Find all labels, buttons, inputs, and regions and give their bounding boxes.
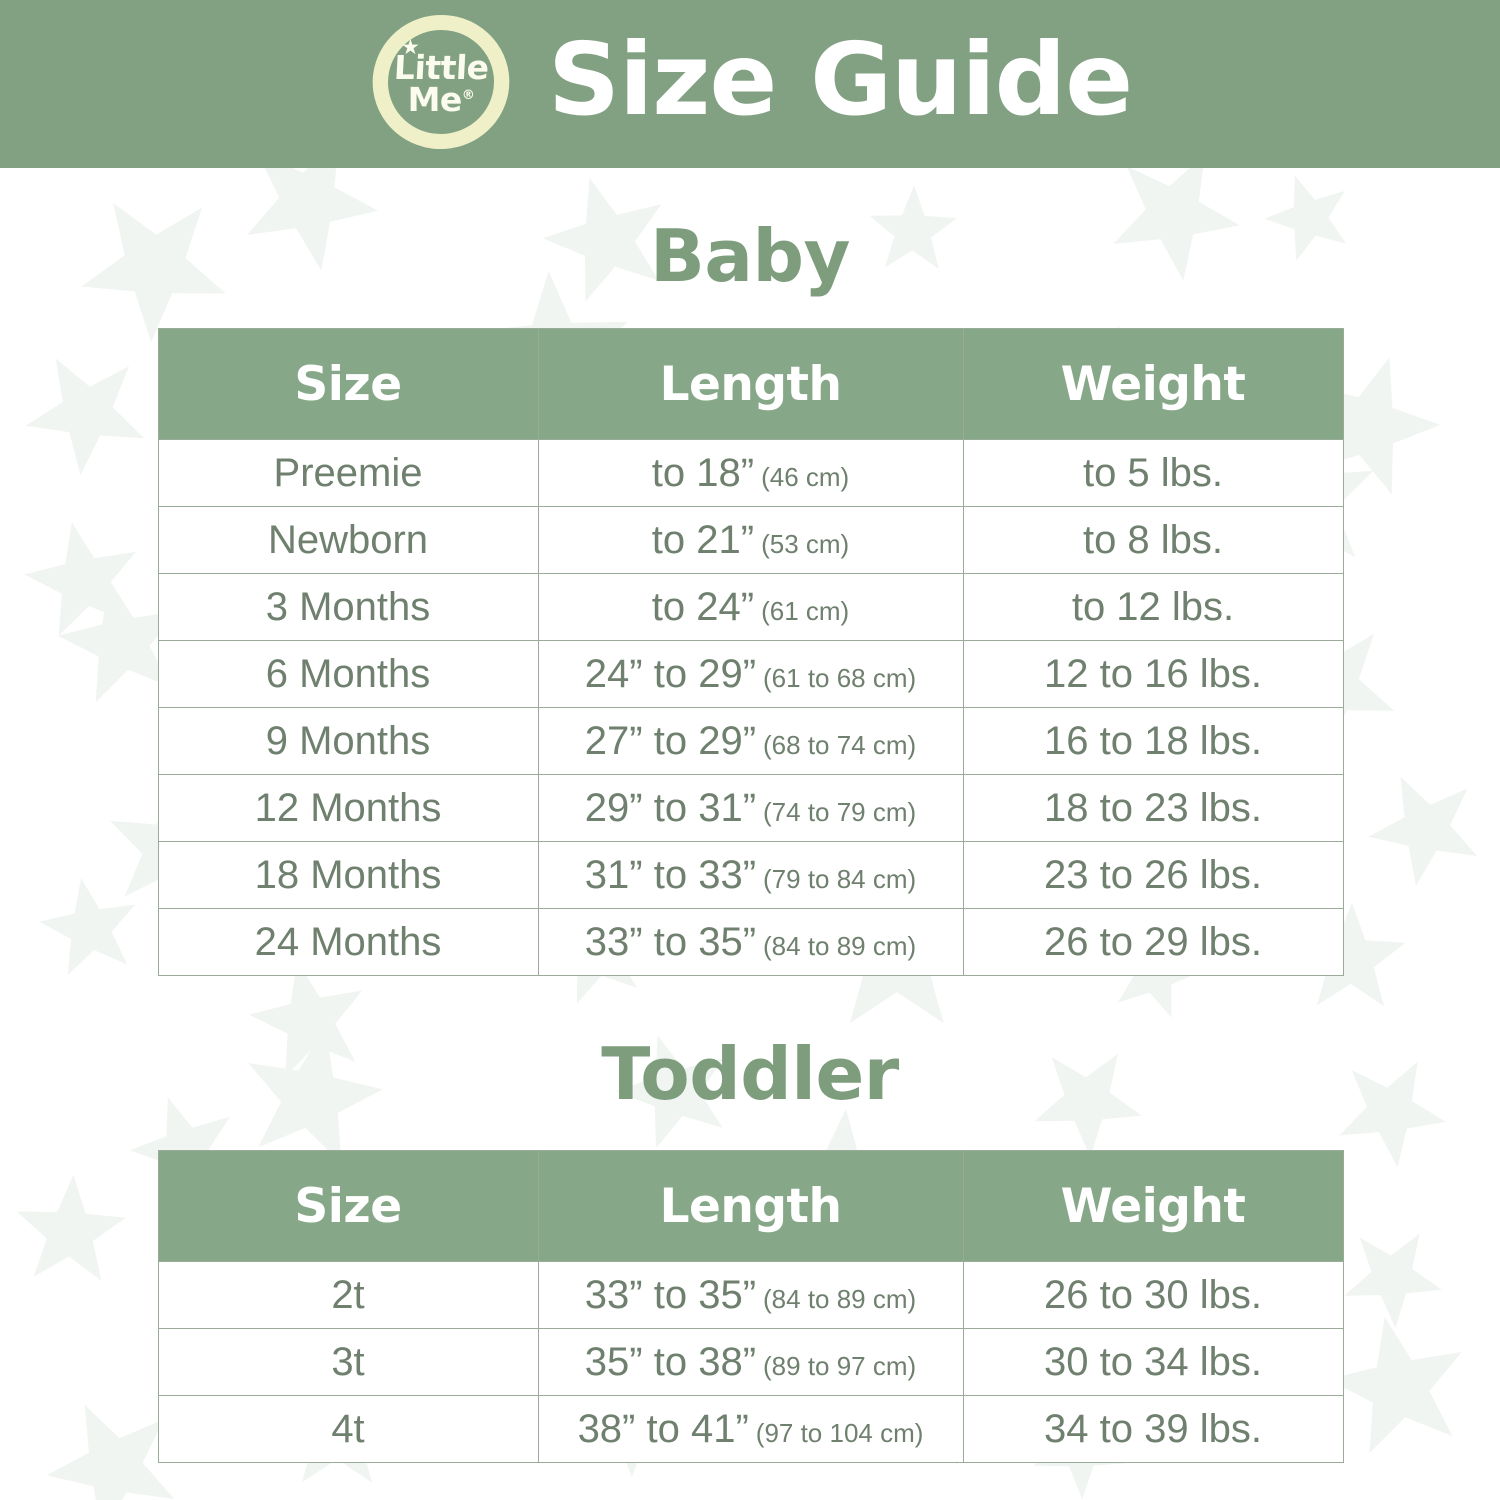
length-centimeters: (84 to 89 cm)	[763, 1283, 917, 1314]
length-inches: to 18”	[651, 450, 755, 495]
baby-table-head: Size Length Weight	[157, 328, 1344, 440]
length-centimeters: (74 to 79 cm)	[763, 796, 917, 827]
length-inches: 29” to 31”	[584, 785, 757, 830]
cell-length: to 18” (46 cm)	[537, 439, 964, 507]
table-row: 18 Months 31” to 33” (79 to 84 cm) 23 to 26…	[157, 841, 1344, 909]
cell-size: 24 Months	[157, 908, 539, 976]
baby-size-table: Size Length Weight Preemie to 18” (46 cm) t…	[157, 328, 1344, 976]
cell-size: 9 Months	[157, 707, 539, 775]
cell-size: 6 Months	[157, 640, 539, 708]
cell-size: 18 Months	[157, 841, 539, 909]
length-centimeters: (84 to 89 cm)	[763, 930, 917, 961]
table-row: 6 Months 24” to 29” (61 to 68 cm) 12 to 16 …	[157, 640, 1344, 708]
cell-weight: 30 to 34 lbs.	[962, 1328, 1344, 1396]
length-centimeters: (46 cm)	[761, 461, 850, 492]
toddler-table-head: Size Length Weight	[157, 1150, 1344, 1262]
length-inches: to 21”	[651, 517, 755, 562]
section-title-toddler: Toddler	[601, 1032, 899, 1116]
length-centimeters: (61 to 68 cm)	[763, 662, 917, 693]
column-header-size: Size	[157, 328, 539, 440]
cell-size: Preemie	[157, 439, 539, 507]
cell-size: 2t	[157, 1261, 539, 1329]
cell-length: to 24” (61 cm)	[537, 573, 964, 641]
length-inches: 24” to 29”	[584, 651, 757, 696]
column-header-size: Size	[157, 1150, 539, 1262]
baby-table-wrapper: Size Length Weight Preemie to 18” (46 cm) t…	[157, 328, 1344, 976]
cell-length: 24” to 29” (61 to 68 cm)	[537, 640, 964, 708]
length-inches: 38” to 41”	[577, 1406, 749, 1451]
baby-table-body: Preemie to 18” (46 cm) to 5 lbs. Newborn to 2…	[157, 439, 1344, 976]
cell-size: 3t	[157, 1328, 539, 1396]
length-inches: 31” to 33”	[584, 852, 757, 897]
logo-star-icon: ★	[400, 36, 420, 59]
length-centimeters: (53 cm)	[761, 528, 850, 559]
length-inches: 33” to 35”	[584, 919, 757, 964]
cell-weight: 16 to 18 lbs.	[962, 707, 1344, 775]
logo-line-me: Me®	[394, 83, 489, 116]
cell-size: 12 Months	[157, 774, 539, 842]
length-centimeters: (61 cm)	[761, 595, 850, 626]
cell-weight: 12 to 16 lbs.	[962, 640, 1344, 708]
logo-me-word: Me	[407, 80, 463, 119]
little-me-logo: ★ Little Me®	[363, 6, 518, 158]
section-title-baby: Baby	[650, 214, 850, 298]
length-centimeters: (68 to 74 cm)	[763, 729, 917, 760]
cell-size: Newborn	[157, 506, 539, 574]
cell-weight: 23 to 26 lbs.	[962, 841, 1344, 909]
table-row: Preemie to 18” (46 cm) to 5 lbs.	[157, 439, 1344, 507]
toddler-table-wrapper: Size Length Weight 2t 33” to 35” (84 to 89…	[157, 1150, 1344, 1463]
table-row: 12 Months 29” to 31” (74 to 79 cm) 18 to 23…	[157, 774, 1344, 842]
cell-length: 38” to 41” (97 to 104 cm)	[537, 1395, 964, 1463]
cell-weight: to 5 lbs.	[962, 439, 1344, 507]
table-header-row: Size Length Weight	[157, 1150, 1344, 1262]
cell-weight: 26 to 30 lbs.	[962, 1261, 1344, 1329]
table-row: 24 Months 33” to 35” (84 to 89 cm) 26 to 29…	[157, 908, 1344, 976]
section-toddler: Toddler Size Length Weight 2t 33” to 35”(…	[0, 976, 1500, 1463]
cell-length: 29” to 31” (74 to 79 cm)	[537, 774, 964, 842]
cell-weight: to 8 lbs.	[962, 506, 1344, 574]
table-row: 3t 35” to 38” (89 to 97 cm) 30 to 34 lbs.	[157, 1328, 1344, 1396]
column-header-weight: Weight	[962, 1150, 1344, 1262]
page-content: Baby Size Length Weight Preemie to 18” (46…	[0, 168, 1500, 1463]
cell-length: to 21” (53 cm)	[537, 506, 964, 574]
table-row: 9 Months 27” to 29” (68 to 74 cm) 16 to 18 …	[157, 707, 1344, 775]
length-centimeters: (89 to 97 cm)	[763, 1350, 917, 1381]
length-centimeters: (97 to 104 cm)	[755, 1417, 924, 1448]
cell-weight: 18 to 23 lbs.	[962, 774, 1344, 842]
cell-weight: 26 to 29 lbs.	[962, 908, 1344, 976]
table-row: Newborn to 21” (53 cm) to 8 lbs.	[157, 506, 1344, 574]
cell-weight: to 12 lbs.	[962, 573, 1344, 641]
cell-size: 4t	[157, 1395, 539, 1463]
cell-size: 3 Months	[157, 573, 539, 641]
length-inches: 35” to 38”	[584, 1339, 757, 1384]
column-header-length: Length	[537, 1150, 964, 1262]
toddler-size-table: Size Length Weight 2t 33” to 35” (84 to 89…	[157, 1150, 1344, 1463]
column-header-weight: Weight	[962, 328, 1344, 440]
table-row: 4t 38” to 41” (97 to 104 cm) 34 to 39 lbs.	[157, 1395, 1344, 1463]
page-title: Size Guide	[547, 21, 1133, 138]
table-header-row: Size Length Weight	[157, 328, 1344, 440]
section-baby: Baby Size Length Weight Preemie to 18” (46…	[0, 168, 1500, 976]
cell-length: 31” to 33” (79 to 84 cm)	[537, 841, 964, 909]
logo-registered-mark: ®	[461, 88, 475, 103]
logo-text: Little Me®	[393, 48, 490, 116]
cell-weight: 34 to 39 lbs.	[962, 1395, 1344, 1463]
cell-length: 33” to 35” (84 to 89 cm)	[537, 1261, 964, 1329]
cell-length: 27” to 29” (68 to 74 cm)	[537, 707, 964, 775]
cell-length: 33” to 35” (84 to 89 cm)	[537, 908, 964, 976]
toddler-table-body: 2t 33” to 35” (84 to 89 cm) 26 to 30 lbs. 3t…	[157, 1261, 1344, 1463]
length-inches: 33” to 35”	[584, 1272, 757, 1317]
length-inches: 27” to 29”	[584, 718, 757, 763]
length-centimeters: (79 to 84 cm)	[763, 863, 917, 894]
length-inches: to 24”	[651, 584, 755, 629]
page-banner: ★ Little Me® Size Guide	[0, 0, 1500, 168]
table-row: 3 Months to 24” (61 cm) to 12 lbs.	[157, 573, 1344, 641]
column-header-length: Length	[537, 328, 964, 440]
cell-length: 35” to 38” (89 to 97 cm)	[537, 1328, 964, 1396]
table-row: 2t 33” to 35” (84 to 89 cm) 26 to 30 lbs.	[157, 1261, 1344, 1329]
